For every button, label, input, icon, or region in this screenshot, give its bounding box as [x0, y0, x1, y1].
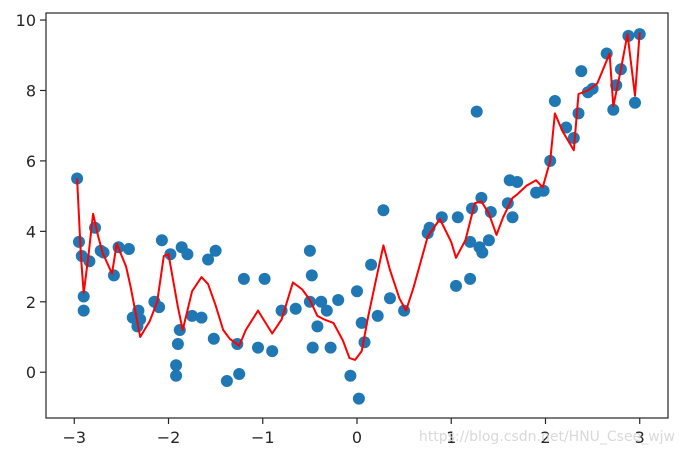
scatter-point: [464, 272, 477, 285]
scatter-point: [311, 320, 324, 333]
scatter-point: [209, 244, 222, 257]
scatter-point: [324, 341, 337, 354]
scatter-point: [306, 341, 319, 354]
scatter-point: [384, 292, 396, 305]
watermark-text: https://blog.csdn.net/HNU_Csee_wjw: [419, 429, 675, 445]
scatter-point: [344, 369, 357, 382]
scatter-point: [107, 269, 120, 282]
scatter-point: [289, 302, 302, 315]
y-tick-label: 0: [26, 363, 36, 382]
scatter-point: [258, 272, 271, 285]
y-tick-label: 8: [26, 81, 36, 100]
scatter-point: [202, 253, 215, 266]
scatter-point: [629, 96, 641, 109]
x-tick-label: 2: [540, 428, 550, 447]
scatter-point: [476, 246, 489, 259]
scatter-point: [506, 211, 519, 224]
scatter-point: [303, 244, 316, 257]
scatter-point: [537, 184, 550, 197]
x-tick-label: 0: [352, 428, 362, 447]
scatter-point: [567, 132, 580, 144]
scatter-point: [73, 235, 85, 248]
fit-line: [76, 32, 641, 361]
scatter-point: [170, 359, 183, 372]
plot-marks: [71, 28, 646, 405]
scatter-point: [351, 285, 363, 298]
scatter-point: [207, 332, 220, 345]
scatter-point: [186, 309, 199, 322]
y-tick-label: 6: [26, 152, 36, 171]
plot-area: [71, 28, 646, 405]
x-tick-label: −1: [251, 428, 275, 447]
scatter-point: [122, 243, 135, 255]
scatter-point: [450, 279, 462, 292]
scatter-point: [237, 272, 250, 285]
scatter-point: [482, 234, 495, 247]
scatter-point: [332, 294, 345, 306]
scatter-point: [511, 176, 524, 188]
scatter-point: [233, 368, 246, 380]
scatter-point: [220, 375, 233, 387]
scatter-point: [266, 345, 279, 358]
scatter-point: [377, 204, 390, 217]
scatter-point: [451, 211, 464, 224]
y-tick-label: 2: [26, 293, 36, 312]
scatter-point: [83, 255, 96, 268]
scatter-point: [607, 103, 620, 116]
scatter-point: [484, 206, 497, 218]
axes: −3 −2 −1 0 1 2 3 0 2 4 6 8 10: [16, 11, 669, 447]
scatter-point: [155, 234, 168, 247]
scatter-point: [315, 295, 328, 308]
x-tick-label: 3: [635, 428, 645, 447]
scatter-point: [164, 248, 177, 261]
scatter-point: [575, 65, 588, 78]
x-tick-label: −3: [62, 428, 86, 447]
y-tick-label: 4: [26, 222, 36, 241]
scatter-point: [572, 107, 585, 120]
scatter-point: [181, 248, 194, 261]
scatter-point: [252, 341, 264, 354]
scatter-point: [170, 369, 183, 382]
scatter-point: [365, 258, 378, 271]
scatter-point: [371, 309, 384, 322]
scatter-point: [470, 105, 483, 118]
scatter-point: [464, 235, 477, 248]
scatter-point: [358, 336, 371, 349]
scatter-point: [171, 338, 184, 350]
scatter-point: [548, 95, 561, 107]
scatter-point: [195, 311, 208, 324]
scatter-point: [355, 316, 368, 329]
scatter-point: [320, 304, 333, 317]
scatter-point: [77, 290, 90, 303]
scatter-point: [600, 47, 613, 60]
scatter-point: [475, 191, 488, 204]
scatter-point: [352, 392, 365, 405]
x-tick-label: 1: [446, 428, 456, 447]
y-tick-label: 10: [16, 11, 36, 30]
scatter-point: [305, 269, 318, 282]
x-tick-label: −2: [157, 428, 181, 447]
scatter-point: [77, 304, 90, 317]
